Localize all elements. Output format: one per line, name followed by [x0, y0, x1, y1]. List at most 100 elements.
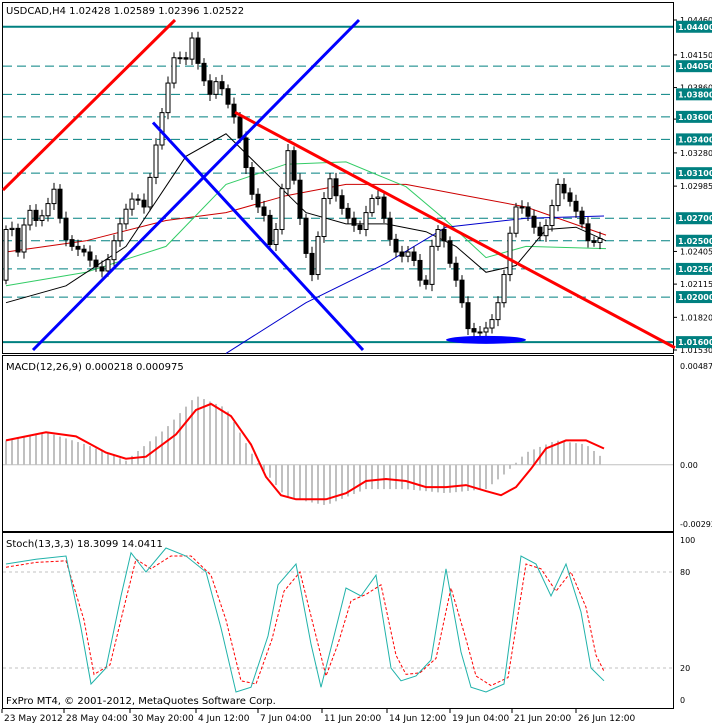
candle-body — [513, 206, 519, 234]
candle-body — [243, 137, 249, 169]
candle-body — [459, 279, 465, 304]
level-badge-label: 1.04050 — [678, 62, 712, 71]
candle-body — [423, 279, 429, 285]
candle-body — [465, 302, 471, 330]
candle-body — [525, 206, 531, 217]
candle-body — [9, 227, 15, 230]
candle-body — [33, 209, 39, 221]
candle-body — [321, 198, 327, 238]
price-tick-label: 1.02115 — [680, 280, 712, 289]
candle-body — [129, 198, 135, 210]
candle-body — [369, 198, 375, 214]
candle-body — [405, 251, 411, 257]
candle-body — [237, 116, 243, 139]
level-badge — [676, 110, 712, 123]
candle-body — [213, 81, 219, 95]
candle-body — [45, 203, 51, 217]
candle-body — [57, 188, 63, 219]
candle-body — [99, 266, 105, 272]
time-tick-label: 14 Jun 12:00 — [389, 714, 446, 724]
candle-body — [543, 225, 549, 237]
candle-body — [303, 217, 309, 254]
candle-body — [567, 192, 573, 202]
candle-body — [261, 206, 267, 216]
candle-body — [219, 81, 225, 90]
candle-body — [435, 228, 441, 247]
candle-body — [375, 196, 381, 200]
candle-body — [411, 251, 417, 261]
candle-body — [393, 238, 399, 253]
candle-body — [273, 228, 279, 246]
blue-uptrend-line — [31, 18, 361, 352]
candle-body — [135, 198, 141, 201]
red-downtrend-line — [234, 111, 676, 350]
candle-body — [447, 240, 453, 264]
copyright-text: FxPro MT4, © 2001-2012, MetaQuotes Softw… — [6, 696, 276, 707]
candle-body — [441, 228, 447, 242]
candle-body — [399, 251, 405, 257]
macd-panel — [2, 355, 674, 532]
candle-body — [537, 226, 543, 237]
candle-body — [189, 37, 195, 60]
time-tick-label: 21 Jun 20:00 — [514, 714, 571, 724]
candle-body — [345, 207, 351, 219]
level-badge — [676, 291, 712, 304]
price-tick-label: 1.04150 — [680, 51, 712, 60]
candle-body — [87, 251, 93, 261]
level-badge — [676, 336, 712, 349]
candle-body — [117, 223, 123, 242]
price-panel — [2, 2, 674, 354]
level-badge-label: 1.04400 — [678, 23, 712, 32]
candle-body — [417, 259, 423, 281]
ma-red-line — [5, 183, 607, 253]
level-badge-label: 1.01600 — [678, 338, 712, 347]
red-channel-line — [1, 18, 177, 192]
time-tick-label: 19 Jun 04:00 — [452, 714, 509, 724]
candle-body — [183, 57, 189, 60]
level-badge — [676, 60, 712, 73]
level-badge-label: 1.02700 — [678, 214, 712, 223]
ma-blue-line — [225, 215, 605, 354]
candle-body — [225, 88, 231, 105]
candle-body — [141, 199, 147, 208]
level-badge — [676, 234, 712, 247]
candle-body — [429, 245, 435, 285]
time-tick-label: 7 Jun 04:00 — [260, 714, 312, 724]
time-tick-label: 28 May 04:00 — [66, 714, 128, 724]
candle-body — [207, 80, 213, 95]
macd-signal-line — [5, 402, 605, 501]
price-tick-label: 1.03860 — [680, 84, 712, 93]
stoch-tick-label: 20 — [680, 664, 690, 673]
candle-body — [549, 205, 555, 227]
candle-body — [489, 319, 495, 329]
candle-body — [339, 195, 345, 209]
candle-body — [531, 215, 537, 228]
time-tick-label: 11 Jun 20:00 — [324, 714, 381, 724]
candle-body — [579, 210, 585, 225]
level-badge — [676, 167, 712, 180]
price-tick-label: 1.01530 — [680, 346, 712, 355]
candle-body — [597, 237, 603, 243]
candle-body — [171, 57, 177, 84]
stoch-tick-label: 100 — [680, 536, 695, 545]
support-ellipse — [446, 335, 526, 344]
candle-body — [297, 179, 303, 219]
stoch-layer — [3, 547, 673, 693]
candle-body — [249, 167, 255, 195]
axis-layer: 1.044601.041501.038601.035801.032801.029… — [1, 16, 712, 724]
price-tick-label: 1.02985 — [680, 182, 712, 191]
blue-downtrend-line — [151, 121, 365, 352]
candle-body — [483, 327, 489, 333]
candle-body — [561, 183, 567, 194]
level-badge-label: 1.02000 — [678, 293, 712, 302]
time-tick-label: 26 Jun 12:00 — [578, 714, 635, 724]
candle-body — [93, 259, 99, 268]
candle-body — [471, 328, 477, 333]
candle-body — [195, 37, 201, 64]
level-badge — [676, 20, 712, 33]
macd-title: MACD(12,26,9) 0.000218 0.000975 — [6, 362, 184, 373]
level-badge — [676, 88, 712, 101]
candle-body — [519, 206, 525, 209]
candle-body — [15, 227, 21, 253]
candle-body — [351, 217, 357, 226]
